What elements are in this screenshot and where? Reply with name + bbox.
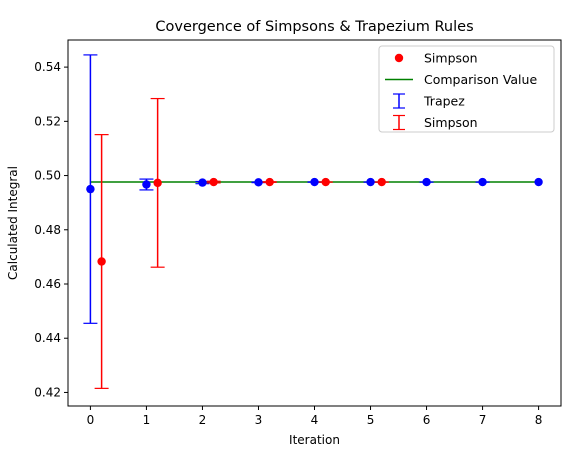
x-axis: 0 1 2 3 4 5 6 7 8 <box>87 406 543 427</box>
legend-trapez-label: Trapez <box>423 94 465 109</box>
legend-comparison-value-label: Comparison Value <box>424 72 537 87</box>
simpson-point <box>377 177 386 187</box>
x-tick-label: 6 <box>423 413 431 427</box>
x-tick-label: 8 <box>535 413 543 427</box>
simpson-point <box>153 178 162 188</box>
y-tick-label: 0.44 <box>34 331 61 345</box>
trapez-point <box>422 177 431 187</box>
y-axis: 0.42 0.44 0.46 0.48 0.50 0.52 0.54 <box>34 60 68 399</box>
legend-simpson-points-label: Simpson <box>424 51 478 66</box>
y-tick-label: 0.42 <box>34 385 61 399</box>
x-tick-label: 0 <box>87 413 95 427</box>
x-tick-label: 7 <box>479 413 487 427</box>
y-tick-label: 0.48 <box>34 223 61 237</box>
simpson-point <box>97 257 106 266</box>
x-tick-label: 5 <box>367 413 375 427</box>
trapez-point <box>142 180 151 189</box>
legend-box <box>378 45 555 133</box>
x-axis-label: Iteration <box>289 433 340 447</box>
trapez-point <box>254 178 263 187</box>
y-tick-label: 0.46 <box>34 277 61 291</box>
trapez-point <box>310 177 319 187</box>
y-tick-label: 0.52 <box>34 114 61 128</box>
chart-title: Covergence of Simpsons & Trapezium Rules <box>155 19 473 35</box>
trapez-point <box>534 177 543 187</box>
simpson-point <box>209 177 218 187</box>
x-tick-label: 1 <box>143 413 151 427</box>
y-axis-label: Calculated Integral <box>6 166 20 280</box>
trapez-point <box>478 177 487 187</box>
trapez-point <box>366 177 375 187</box>
simpson-point <box>265 177 274 187</box>
legend: Simpson Comparison Value Trapez Simpson <box>378 45 555 133</box>
simpson-point <box>321 177 330 187</box>
trapez-point <box>198 178 207 187</box>
legend-simpson-points-marker <box>394 53 404 63</box>
x-tick-label: 3 <box>255 413 263 427</box>
plot-area <box>83 54 543 389</box>
y-tick-label: 0.50 <box>34 169 61 183</box>
legend-simpson-errorbars-label: Simpson <box>424 115 478 130</box>
trapez-point <box>86 184 95 194</box>
y-tick-label: 0.54 <box>34 60 61 74</box>
x-tick-label: 4 <box>311 413 319 427</box>
x-tick-label: 2 <box>199 413 207 427</box>
